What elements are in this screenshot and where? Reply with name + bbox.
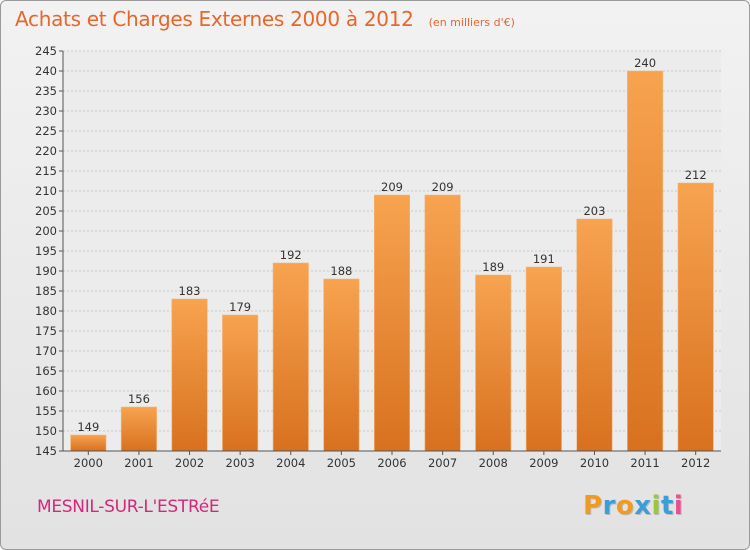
bar bbox=[373, 194, 411, 452]
bar bbox=[677, 182, 714, 452]
bar-value-label: 212 bbox=[685, 168, 707, 182]
logo-letter: i bbox=[673, 491, 684, 521]
commune-name: MESNIL-SUR-L'ESTRéE bbox=[37, 497, 220, 517]
proxiti-logo: Proxiti bbox=[583, 491, 683, 521]
x-tick-label: 2001 bbox=[124, 456, 153, 470]
x-tick-label: 2010 bbox=[580, 456, 609, 470]
bar-value-label: 156 bbox=[128, 392, 150, 406]
bar-layer: 149 156 183 179 192 188 209 209 189 191 203 240 212 bbox=[70, 56, 714, 452]
y-tick-label: 235 bbox=[35, 84, 57, 98]
y-tick-label: 205 bbox=[35, 204, 57, 218]
logo-letter: i bbox=[651, 491, 661, 521]
y-tick-label: 215 bbox=[35, 164, 57, 178]
y-tick-label: 230 bbox=[35, 104, 57, 118]
y-tick-label: 155 bbox=[35, 404, 57, 418]
bar-value-label: 179 bbox=[229, 300, 251, 314]
bar-value-label: 183 bbox=[179, 284, 201, 298]
y-tick-label: 145 bbox=[35, 444, 57, 458]
bar bbox=[424, 194, 461, 452]
logo-letter: o bbox=[615, 491, 635, 521]
y-tick-label: 225 bbox=[35, 124, 57, 138]
chart-title: Achats et Charges Externes 2000 à 2012 bbox=[15, 7, 414, 31]
y-tick-label: 245 bbox=[35, 44, 57, 58]
x-tick-label: 2000 bbox=[74, 456, 103, 470]
y-tick-label: 190 bbox=[35, 264, 57, 278]
y-tick-label: 195 bbox=[35, 244, 57, 258]
y-tick-label: 160 bbox=[35, 384, 57, 398]
x-tick-label: 2003 bbox=[226, 456, 255, 470]
bar bbox=[475, 274, 512, 452]
y-tick-label: 175 bbox=[35, 324, 57, 338]
bar-value-label: 209 bbox=[381, 180, 403, 194]
y-tick-label: 150 bbox=[35, 424, 57, 438]
x-tick-label: 2002 bbox=[175, 456, 204, 470]
y-tick-label: 185 bbox=[35, 284, 57, 298]
bar bbox=[120, 406, 157, 452]
y-tick-label: 240 bbox=[35, 64, 57, 78]
logo-letter: x bbox=[634, 491, 652, 521]
bar bbox=[576, 218, 613, 452]
axis-layer: 145 150 155 160 165 170 175 180 185 190 195 200 205 2… bbox=[35, 44, 721, 470]
bar bbox=[171, 298, 208, 452]
title-row: Achats et Charges Externes 2000 à 2012 (… bbox=[15, 7, 515, 31]
logo-letter: r bbox=[602, 491, 616, 521]
bar-value-label: 188 bbox=[330, 264, 352, 278]
bar-value-label: 192 bbox=[280, 248, 302, 262]
x-tick-label: 2005 bbox=[327, 456, 356, 470]
y-tick-label: 220 bbox=[35, 144, 57, 158]
x-tick-label: 2007 bbox=[428, 456, 457, 470]
bar bbox=[70, 434, 107, 452]
x-tick-label: 2012 bbox=[681, 456, 710, 470]
y-tick-label: 180 bbox=[35, 304, 57, 318]
bar-value-label: 149 bbox=[77, 420, 99, 434]
x-tick-label: 2004 bbox=[276, 456, 305, 470]
bar bbox=[627, 70, 664, 452]
bar bbox=[222, 314, 259, 452]
chart-unit-note: (en milliers d'€) bbox=[428, 16, 515, 29]
y-tick-label: 165 bbox=[35, 364, 57, 378]
y-tick-label: 210 bbox=[35, 184, 57, 198]
x-tick-label: 2008 bbox=[479, 456, 508, 470]
bar-value-label: 203 bbox=[583, 204, 605, 218]
y-tick-label: 170 bbox=[35, 344, 57, 358]
x-tick-label: 2006 bbox=[377, 456, 406, 470]
bar-value-label: 189 bbox=[482, 260, 504, 274]
bar bbox=[525, 266, 562, 452]
x-tick-label: 2011 bbox=[630, 456, 659, 470]
bar bbox=[323, 278, 360, 452]
logo-letter: t bbox=[660, 491, 674, 521]
bar-value-label: 191 bbox=[533, 252, 555, 266]
logo-letter: P bbox=[583, 491, 603, 521]
bar-value-label: 240 bbox=[634, 56, 656, 70]
bar-value-label: 209 bbox=[432, 180, 454, 194]
bar bbox=[272, 262, 309, 452]
x-tick-label: 2009 bbox=[529, 456, 558, 470]
y-tick-label: 200 bbox=[35, 224, 57, 238]
